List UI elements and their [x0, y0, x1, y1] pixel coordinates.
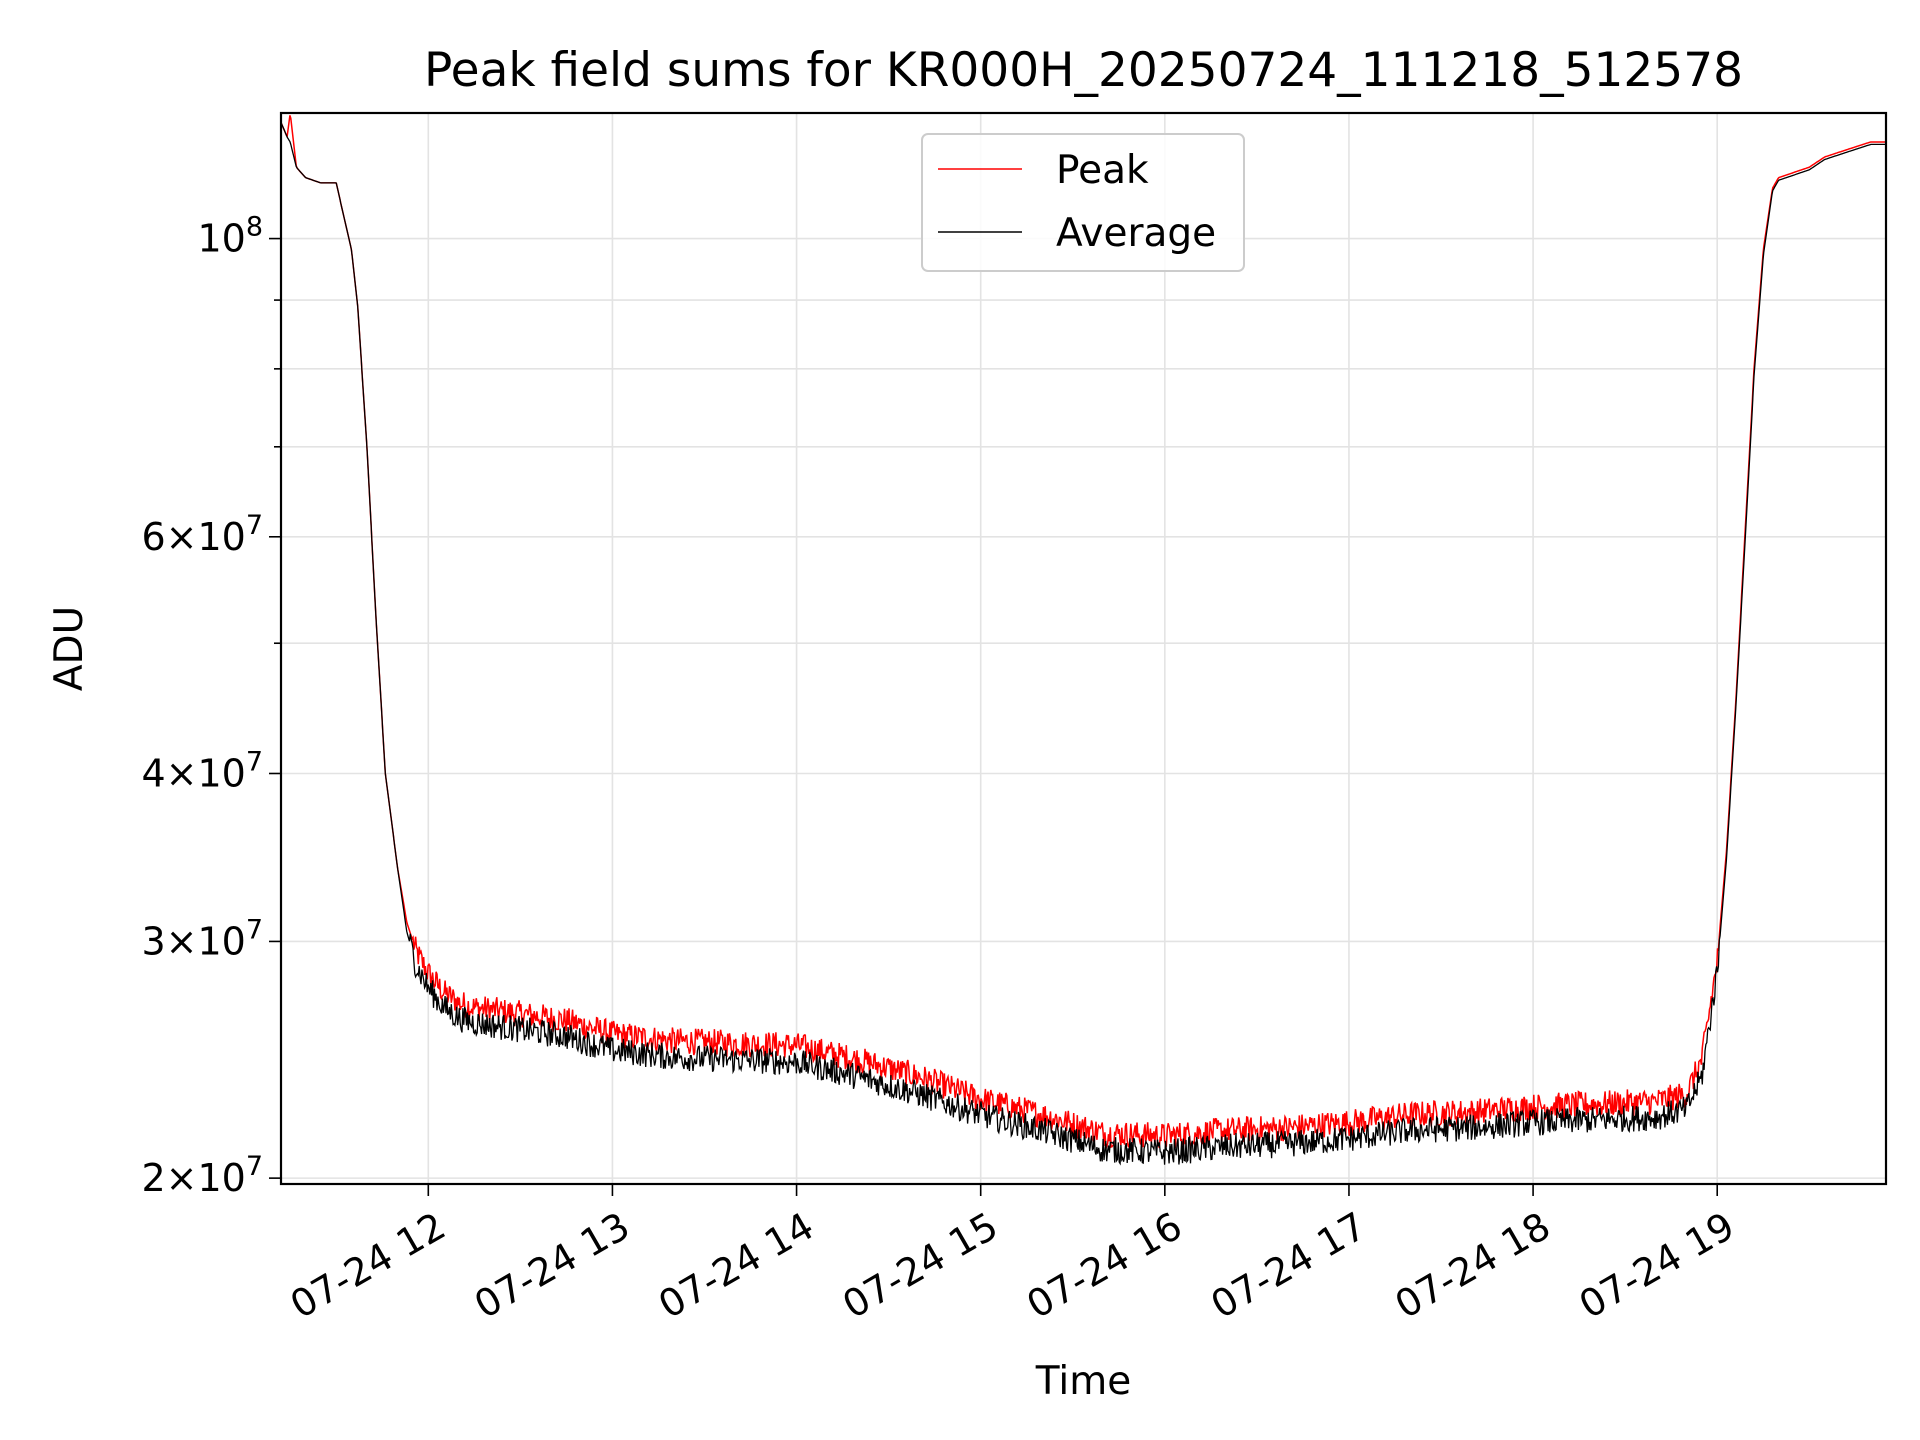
y-tick-label: 6×107	[141, 510, 263, 559]
series-line-peak	[280, 115, 1886, 1150]
plot-area-frame	[279, 111, 1888, 1186]
y-tick-label: 3×107	[141, 914, 263, 963]
y-tick-label: 4×107	[141, 746, 263, 795]
x-axis-label: Time	[1035, 1359, 1131, 1404]
legend-label-average: Average	[1056, 211, 1216, 256]
y-tick-label: 108	[197, 212, 263, 261]
legend-label-peak: Peak	[1056, 148, 1149, 193]
grid-layer	[281, 113, 1886, 1184]
legend: Peak Average	[921, 133, 1245, 272]
series-layer	[280, 115, 1886, 1166]
y-axis-label: ADU	[47, 606, 92, 691]
series-line-average	[280, 122, 1886, 1166]
y-tick-label: 2×107	[141, 1151, 263, 1200]
chart-title: Peak field sums for KR000H_20250724_1112…	[424, 43, 1743, 98]
